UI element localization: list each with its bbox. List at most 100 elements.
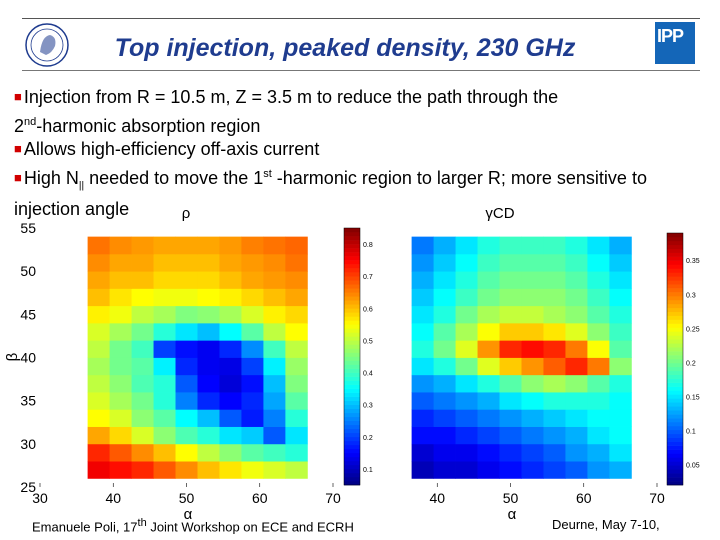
- rho-heatmap: 30 40 50 60 7025303540455055βρα0.10.20.30.40…: [4, 205, 373, 523]
- heatmap-cell: [433, 236, 456, 255]
- colorbar-frame: [343, 227, 361, 486]
- heatmap-cell: [477, 409, 500, 427]
- heatmap-cell: [197, 253, 220, 272]
- heatmap-cell: [87, 305, 110, 324]
- y-tick-label: 25: [20, 479, 36, 495]
- colorbar-swatch: [344, 368, 360, 373]
- colorbar-swatch: [667, 303, 683, 309]
- colorbar-swatch: [667, 469, 683, 474]
- heatmap-cell: [499, 443, 522, 462]
- heatmap-cell: [219, 357, 242, 376]
- colorbar-swatch: [667, 449, 683, 454]
- heatmap-cell: [197, 392, 220, 410]
- heatmap-cell: [521, 443, 544, 462]
- heatmap-cell: [241, 461, 264, 479]
- heatmap-cell: [499, 357, 522, 376]
- heatmap-cell: [411, 409, 434, 427]
- colorbar-swatch: [667, 437, 683, 442]
- heatmap-cell: [433, 443, 456, 462]
- heatmap-cell: [521, 374, 544, 393]
- heatmap-cell: [87, 271, 110, 289]
- heatmap-cell: [153, 426, 176, 445]
- colorbar-swatch: [344, 428, 360, 434]
- colorbar-swatch: [667, 386, 683, 391]
- colorbar-swatch: [344, 468, 360, 474]
- colorbar-swatch: [344, 296, 360, 301]
- heatmap-cell: [543, 443, 566, 462]
- heatmap-cell: [175, 392, 198, 410]
- colorbar-swatch: [344, 244, 360, 249]
- heatmap-cell: [521, 253, 544, 272]
- heatmap-cell: [521, 305, 544, 324]
- heatmap-cell: [587, 461, 610, 479]
- colorbar-swatch: [344, 284, 360, 289]
- heatmap-cell: [499, 322, 522, 341]
- heatmap-cell: [565, 322, 588, 341]
- x-tick-label: 30: [32, 490, 48, 506]
- heatmap-cell: [411, 236, 434, 255]
- heatmap-cell: [477, 288, 500, 307]
- heatmap-cell: [263, 322, 286, 341]
- colorbar-swatch: [667, 272, 683, 277]
- heatmap-cell: [565, 236, 588, 255]
- heatmap-cell: [241, 253, 264, 272]
- colorbar-swatch: [344, 440, 360, 446]
- colorbar-tick-label: 0.1: [686, 429, 696, 436]
- y-tick-label: 45: [20, 306, 36, 322]
- colorbar-tick-label: 0.7: [363, 274, 373, 281]
- heatmap-cell: [197, 236, 220, 255]
- heatmap-cell: [587, 288, 610, 307]
- heatmap-cell: [477, 253, 500, 272]
- heatmap-cell: [87, 236, 110, 255]
- heatmap-cell: [175, 236, 198, 255]
- heatmap-cell: [285, 340, 308, 358]
- slide-title: Top injection, peaked density, 230 GHz: [114, 34, 576, 62]
- heatmap-cell: [499, 409, 522, 427]
- heatmap-cell: [609, 443, 632, 462]
- x-tick-label: 40: [105, 490, 121, 506]
- heatmap-cell: [219, 236, 242, 255]
- heatmap-cell: [285, 322, 308, 341]
- heatmap-cell: [87, 409, 110, 427]
- x-tick-label: 70: [649, 490, 665, 506]
- colorbar-swatch: [667, 296, 683, 301]
- heatmap-cell: [109, 340, 132, 358]
- heatmap-cell: [521, 426, 544, 445]
- heatmap-cell: [543, 409, 566, 427]
- colorbar-tick-label: 0.2: [363, 435, 373, 442]
- y-tick-label: 50: [20, 263, 36, 279]
- heatmap-cell: [477, 236, 500, 255]
- heatmap-cell: [587, 322, 610, 341]
- heatmap-cell: [285, 305, 308, 324]
- max-planck-logo: [25, 23, 69, 67]
- heatmap-cell: [499, 340, 522, 358]
- header-rule-bottom: [22, 70, 700, 71]
- colorbar-tick-label: 0.3: [363, 403, 373, 410]
- colorbar-swatch: [667, 457, 683, 462]
- heatmap-cell: [543, 392, 566, 410]
- heatmap-cell: [411, 426, 434, 445]
- heatmap-cell: [153, 409, 176, 427]
- bullet-marker-icon: ■: [14, 89, 22, 104]
- colorbar-swatch: [667, 276, 683, 281]
- heatmap-cell: [433, 392, 456, 410]
- heatmap-cell: [175, 443, 198, 462]
- heatmap-cell: [219, 340, 242, 358]
- heatmap-cell: [433, 271, 456, 289]
- colorbar-swatch: [667, 299, 683, 305]
- heatmap-cell: [197, 340, 220, 358]
- heatmap-cell: [131, 374, 154, 393]
- heatmap-cell: [219, 409, 242, 427]
- colorbar-swatch: [344, 412, 360, 418]
- colorbar-swatch: [344, 396, 360, 401]
- heatmap-cell: [153, 374, 176, 393]
- heatmap-cell: [565, 392, 588, 410]
- heatmap-cell: [411, 443, 434, 462]
- heatmap-cell: [153, 288, 176, 307]
- heatmap-cell: [153, 236, 176, 255]
- y-tick-label: 40: [20, 350, 36, 366]
- heatmap-cell: [477, 340, 500, 358]
- heatmap-cell: [411, 288, 434, 307]
- colorbar-swatch: [667, 319, 683, 324]
- heatmap-cell: [285, 426, 308, 445]
